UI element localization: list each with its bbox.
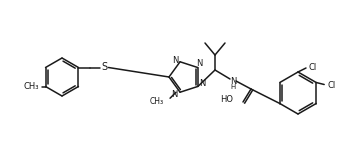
Text: H: H [230, 84, 236, 90]
Text: CH₃: CH₃ [150, 97, 164, 106]
Text: HO: HO [220, 95, 233, 103]
Text: S: S [101, 63, 108, 72]
Text: CH₃: CH₃ [23, 82, 39, 91]
Text: N: N [230, 77, 236, 85]
Text: N: N [199, 79, 205, 88]
Text: Cl: Cl [309, 63, 317, 71]
Text: Cl: Cl [327, 81, 335, 90]
Text: N: N [171, 90, 177, 99]
Text: N: N [172, 56, 178, 65]
Text: N: N [196, 59, 202, 68]
